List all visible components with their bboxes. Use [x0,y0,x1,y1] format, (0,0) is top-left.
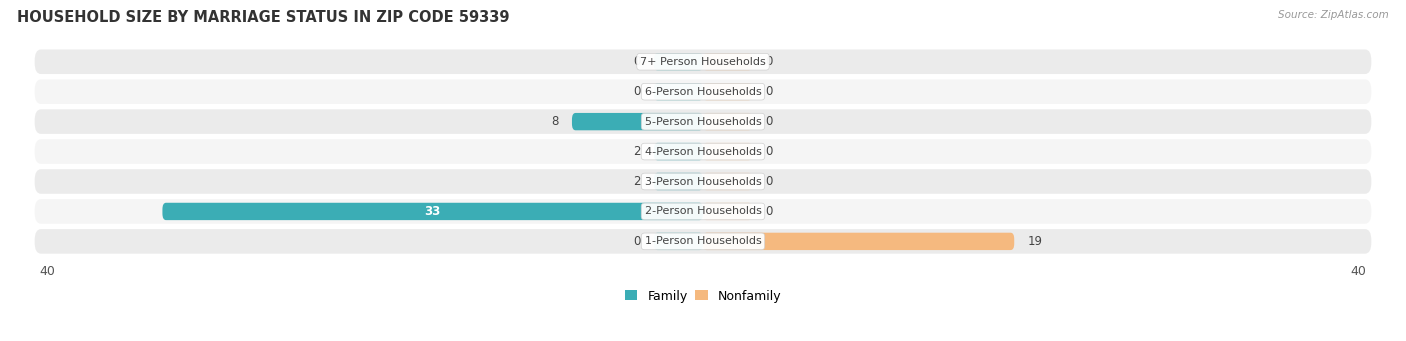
FancyBboxPatch shape [703,143,752,160]
Text: 8: 8 [551,115,558,128]
FancyBboxPatch shape [35,229,1371,254]
FancyBboxPatch shape [703,113,752,130]
FancyBboxPatch shape [703,53,752,71]
Text: 5-Person Households: 5-Person Households [644,117,762,127]
Text: 2: 2 [633,145,641,158]
FancyBboxPatch shape [654,173,703,190]
Text: 7+ Person Households: 7+ Person Households [640,57,766,67]
Text: Source: ZipAtlas.com: Source: ZipAtlas.com [1278,10,1389,20]
FancyBboxPatch shape [35,139,1371,164]
Text: 3-Person Households: 3-Person Households [644,177,762,187]
Legend: Family, Nonfamily: Family, Nonfamily [624,290,782,303]
Text: 0: 0 [633,235,641,248]
Text: 1-Person Households: 1-Person Households [644,236,762,247]
Text: HOUSEHOLD SIZE BY MARRIAGE STATUS IN ZIP CODE 59339: HOUSEHOLD SIZE BY MARRIAGE STATUS IN ZIP… [17,10,509,25]
Text: 0: 0 [633,55,641,68]
FancyBboxPatch shape [35,79,1371,104]
Text: 0: 0 [765,55,773,68]
FancyBboxPatch shape [572,113,703,130]
Text: 0: 0 [765,175,773,188]
FancyBboxPatch shape [703,83,752,100]
FancyBboxPatch shape [35,109,1371,134]
Text: 2-Person Households: 2-Person Households [644,206,762,217]
Text: 0: 0 [633,85,641,98]
FancyBboxPatch shape [703,173,752,190]
FancyBboxPatch shape [654,53,703,71]
Text: 33: 33 [425,205,441,218]
FancyBboxPatch shape [703,233,1014,250]
FancyBboxPatch shape [35,169,1371,194]
FancyBboxPatch shape [163,203,703,220]
FancyBboxPatch shape [654,143,703,160]
FancyBboxPatch shape [35,199,1371,224]
Text: 0: 0 [765,145,773,158]
Text: 0: 0 [765,205,773,218]
FancyBboxPatch shape [35,49,1371,74]
FancyBboxPatch shape [703,203,752,220]
Text: 4-Person Households: 4-Person Households [644,147,762,157]
Text: 0: 0 [765,85,773,98]
FancyBboxPatch shape [654,233,703,250]
Text: 19: 19 [1028,235,1042,248]
Text: 0: 0 [765,115,773,128]
FancyBboxPatch shape [654,83,703,100]
Text: 6-Person Households: 6-Person Households [644,87,762,97]
Text: 2: 2 [633,175,641,188]
